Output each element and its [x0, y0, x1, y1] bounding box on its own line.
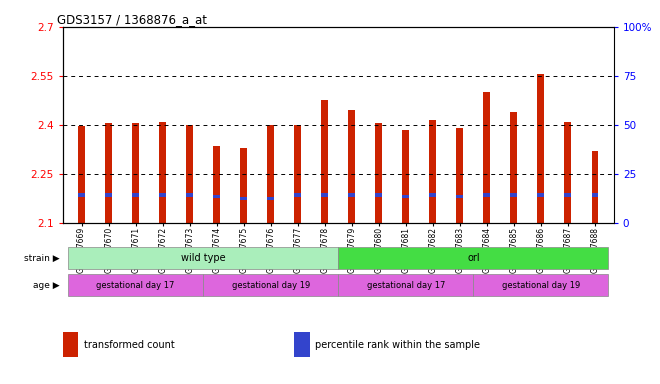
Bar: [348, 194, 355, 197]
Bar: [403, 130, 409, 223]
Bar: [537, 194, 544, 197]
Bar: [213, 195, 220, 198]
Bar: [240, 148, 247, 223]
Bar: [186, 194, 193, 197]
Bar: [267, 125, 274, 223]
Bar: [484, 92, 490, 223]
Bar: [564, 194, 572, 197]
Bar: [457, 128, 463, 223]
Text: strain ▶: strain ▶: [24, 254, 59, 263]
Bar: [321, 100, 328, 223]
Bar: [339, 274, 473, 296]
Text: gestational day 17: gestational day 17: [96, 281, 175, 290]
Text: age ▶: age ▶: [33, 281, 59, 290]
Bar: [537, 74, 544, 223]
Bar: [105, 194, 112, 197]
Bar: [294, 194, 301, 197]
Bar: [203, 274, 339, 296]
Bar: [213, 146, 220, 223]
Bar: [510, 112, 517, 223]
Bar: [430, 120, 436, 223]
Bar: [159, 122, 166, 223]
Bar: [348, 110, 355, 223]
Bar: [68, 274, 203, 296]
Bar: [132, 123, 139, 223]
Bar: [132, 194, 139, 197]
Bar: [159, 194, 166, 197]
Text: orl: orl: [467, 253, 480, 263]
Bar: [294, 332, 310, 357]
Bar: [403, 195, 409, 198]
Bar: [591, 194, 598, 197]
Bar: [510, 194, 517, 197]
Bar: [105, 123, 112, 223]
Bar: [376, 194, 382, 197]
Bar: [186, 125, 193, 223]
Bar: [457, 195, 463, 198]
Bar: [63, 332, 78, 357]
Text: wild type: wild type: [181, 253, 226, 263]
Bar: [240, 197, 247, 200]
Bar: [321, 194, 328, 197]
Text: transformed count: transformed count: [84, 340, 174, 350]
Bar: [339, 247, 609, 270]
Bar: [430, 194, 436, 197]
Bar: [376, 123, 382, 223]
Bar: [294, 125, 301, 223]
Bar: [79, 126, 85, 223]
Bar: [564, 122, 572, 223]
Text: percentile rank within the sample: percentile rank within the sample: [315, 340, 480, 350]
Bar: [484, 194, 490, 197]
Bar: [591, 151, 598, 223]
Bar: [68, 247, 339, 270]
Bar: [267, 197, 274, 200]
Text: GDS3157 / 1368876_a_at: GDS3157 / 1368876_a_at: [57, 13, 207, 26]
Bar: [473, 274, 609, 296]
Text: gestational day 17: gestational day 17: [366, 281, 445, 290]
Text: gestational day 19: gestational day 19: [232, 281, 310, 290]
Bar: [79, 194, 85, 197]
Text: gestational day 19: gestational day 19: [502, 281, 580, 290]
